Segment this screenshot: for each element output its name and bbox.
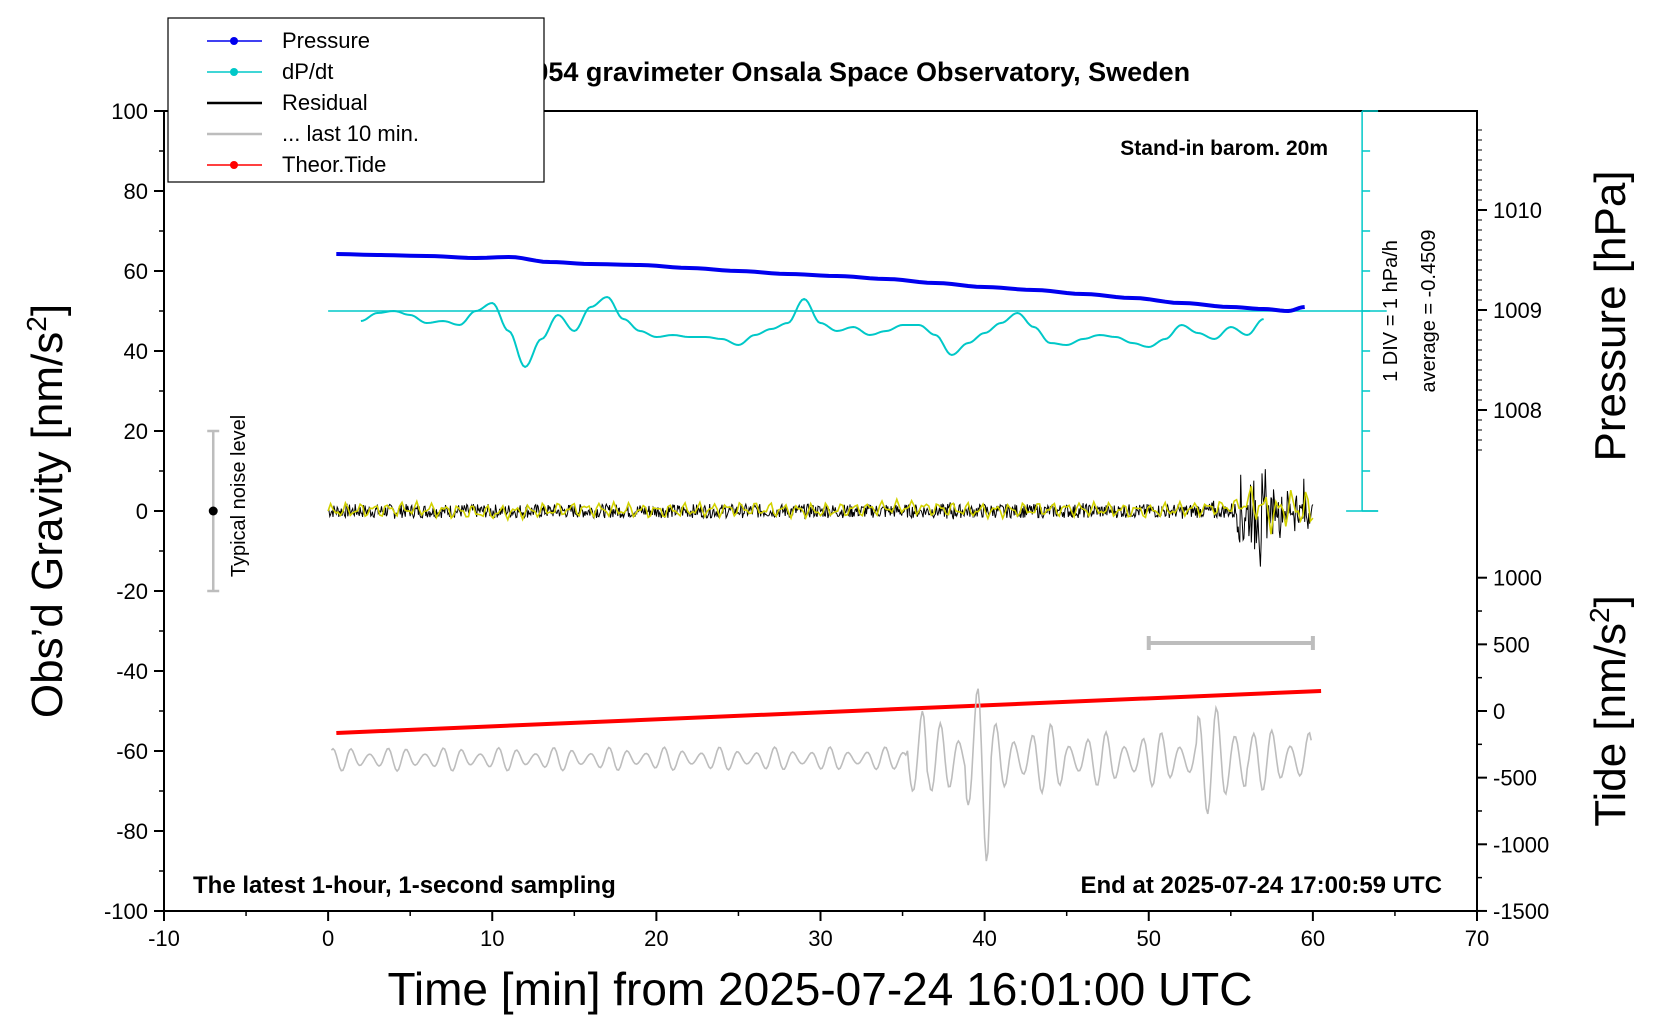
pressure-tick-label: 1010 <box>1493 198 1542 223</box>
end-note: End at 2025-07-24 17:00:59 UTC <box>1081 872 1443 899</box>
x-tick-label: 10 <box>480 926 504 951</box>
left-tick-label: 60 <box>124 259 148 284</box>
theor-tide-line <box>336 689 1322 735</box>
legend-swatch-marker <box>230 161 238 169</box>
legend-box <box>167 17 545 183</box>
last-10-min-line <box>330 688 1312 862</box>
tide-axis-label-sup: 2 <box>1584 607 1615 623</box>
pressure-axis-label: Pressure [hPa] <box>1586 170 1635 461</box>
tide-axis-ticks: 1000 500 0 -500 -1000 -1500 <box>1477 566 1549 924</box>
left-tick-label: -80 <box>116 819 148 844</box>
x-tick-label: 40 <box>972 926 996 951</box>
tide-axis-label-main: Tide [nm/s <box>1586 623 1635 827</box>
x-tick-label: 50 <box>1137 926 1161 951</box>
legend-entry-label: ... last 10 min. <box>282 121 419 146</box>
x-tick-label: 60 <box>1301 926 1325 951</box>
tide-axis-label: Tide [nm/s2] <box>1584 595 1635 827</box>
left-tick-label: -60 <box>116 739 148 764</box>
tide-tick-label: 0 <box>1493 699 1505 724</box>
x-axis-label: Time [min] from 2025-07-24 16:01:00 UTC <box>388 963 1253 1015</box>
left-axis-label-sup: 2 <box>21 316 52 332</box>
x-tick-label: -10 <box>148 926 180 951</box>
legend-swatch-marker <box>230 68 238 76</box>
left-tick-label: -20 <box>116 579 148 604</box>
residual-smoothed-line <box>327 485 1314 535</box>
stand-in-note: Stand-in barom. 20m <box>1120 137 1328 160</box>
latest-note: The latest 1-hour, 1-second sampling <box>193 872 616 899</box>
pressure-tick-label: 1009 <box>1493 298 1542 323</box>
tide-tick-label: -500 <box>1493 766 1537 791</box>
tide-tick-label: 500 <box>1493 632 1530 657</box>
left-tick-label: 100 <box>111 99 148 124</box>
left-axis-ticks: 100 80 60 40 20 0 -20 -40 -60 -80 -100 <box>104 99 164 924</box>
left-tick-label: 20 <box>124 419 148 444</box>
noise-note: Typical noise level <box>228 415 250 577</box>
tide-tick-label: -1500 <box>1493 899 1549 924</box>
div-scale <box>1346 110 1379 512</box>
x-tick-label: 20 <box>644 926 668 951</box>
legend-entry-label: dP/dt <box>282 59 333 84</box>
legend-entry-label: Theor.Tide <box>282 152 386 177</box>
pressure-tick-label: 1008 <box>1493 398 1542 423</box>
left-tick-label: 40 <box>124 339 148 364</box>
pressure-line <box>336 252 1305 314</box>
x-axis-ticks: -10 0 10 20 30 40 50 60 70 <box>148 911 1489 951</box>
tide-tick-label: -1000 <box>1493 832 1549 857</box>
noise-bar-center-dot <box>208 506 218 516</box>
average-note: average = -0.4509 <box>1418 230 1440 393</box>
tide-axis-label-end: ] <box>1586 595 1635 607</box>
pressure-axis-ticks: 1010 1009 1008 <box>1477 129 1542 451</box>
x-tick-label: 70 <box>1465 926 1489 951</box>
left-axis-label: Obs’d Gravity [nm/s2] <box>21 304 72 718</box>
x-tick-label: 30 <box>808 926 832 951</box>
left-tick-label: -40 <box>116 659 148 684</box>
left-axis-label-main: Obs’d Gravity [nm/s <box>23 332 72 718</box>
left-axis-label-end: ] <box>23 304 72 316</box>
tide-tick-label: 1000 <box>1493 566 1542 591</box>
x-tick-label: 0 <box>322 926 334 951</box>
left-tick-label: 80 <box>124 179 148 204</box>
legend-entry-label: Pressure <box>282 28 370 53</box>
left-tick-label: -100 <box>104 899 148 924</box>
legend-entries: Pressure dP/dt Residual ... last 10 min. The… <box>207 28 419 177</box>
chart-title: SCG_054 gravimeter Onsala Space Observat… <box>460 57 1190 87</box>
legend: Pressure dP/dt Residual ... last 10 min. The… <box>167 17 545 183</box>
series-layer <box>327 252 1387 862</box>
left-tick-label: 0 <box>136 499 148 524</box>
div-note: 1 DIV = 1 hPa/h <box>1380 240 1402 382</box>
legend-entry-label: Residual <box>282 90 368 115</box>
residual-line <box>327 469 1314 567</box>
legend-swatch-marker <box>230 37 238 45</box>
dpdt-line <box>360 295 1264 369</box>
noise-level-bar <box>207 429 220 593</box>
